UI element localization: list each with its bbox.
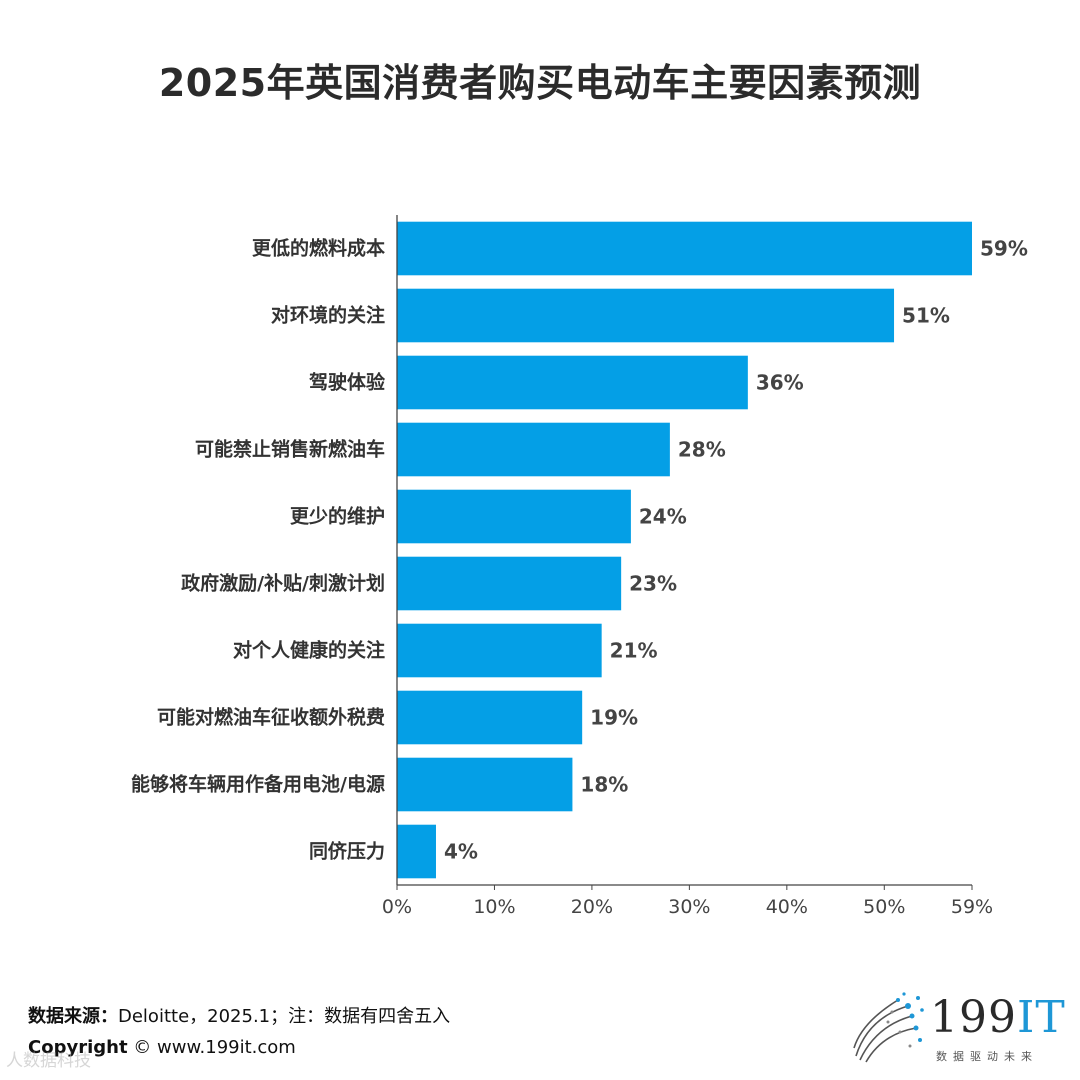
value-label: 19% [590,706,638,730]
bar [397,221,972,276]
brand-logo: 199IT 数据驱动未来 [848,988,1065,1068]
source-label: 数据来源： [28,1006,118,1027]
value-label: 18% [580,773,628,797]
value-label: 51% [902,304,950,328]
value-label: 21% [610,639,658,663]
category-label: 政府激励/补贴/刺激计划 [181,572,385,595]
copyright-label: Copyright [28,1037,128,1058]
bar [397,757,573,812]
x-tick-label: 59% [951,896,993,918]
category-label: 可能对燃油车征收额外税费 [157,706,385,729]
logo-subtitle: 数据驱动未来 [936,1050,1038,1063]
logo-text: 199IT [930,992,1066,1043]
x-tick-label: 40% [766,896,808,918]
bar [397,690,583,745]
watermark: 人数据科技 [6,1051,91,1071]
x-tick-label: 30% [668,896,710,918]
category-label: 对环境的关注 [271,304,385,327]
category-label: 更低的燃料成本 [252,237,385,260]
bar [397,355,748,410]
bar [397,422,670,477]
copyright-text: © www.199it.com [133,1037,296,1058]
value-label: 59% [980,237,1028,261]
value-label: 28% [678,438,726,462]
bar [397,489,631,544]
chart-title: 2025年英国消费者购买电动车主要因素预测 [158,61,922,105]
x-tick-label: 10% [473,896,515,918]
bar [397,623,602,678]
data-source: 数据来源：Deloitte，2025.1；注：数据有四舍五入 [28,1002,450,1028]
source-text: Deloitte，2025.1；注：数据有四舍五入 [118,1006,451,1027]
value-label: 24% [639,505,687,529]
copyright: Copyright © www.199it.com [28,1037,296,1058]
bar [397,288,895,343]
x-tick-label: 20% [571,896,613,918]
bar [397,824,436,879]
value-label: 36% [756,371,804,395]
x-tick-label: 0% [382,896,412,918]
category-label: 更少的维护 [290,505,385,528]
value-label: 23% [629,572,677,596]
value-label: 4% [444,840,478,864]
logo-icon [853,992,924,1063]
x-tick-label: 50% [863,896,905,918]
category-label: 同侪压力 [309,840,385,863]
category-label: 能够将车辆用作备用电池/电源 [131,773,385,796]
category-label: 可能禁止销售新燃油车 [195,438,385,461]
category-label: 驾驶体验 [309,371,386,394]
category-label: 对个人健康的关注 [233,639,385,662]
bar [397,556,622,611]
